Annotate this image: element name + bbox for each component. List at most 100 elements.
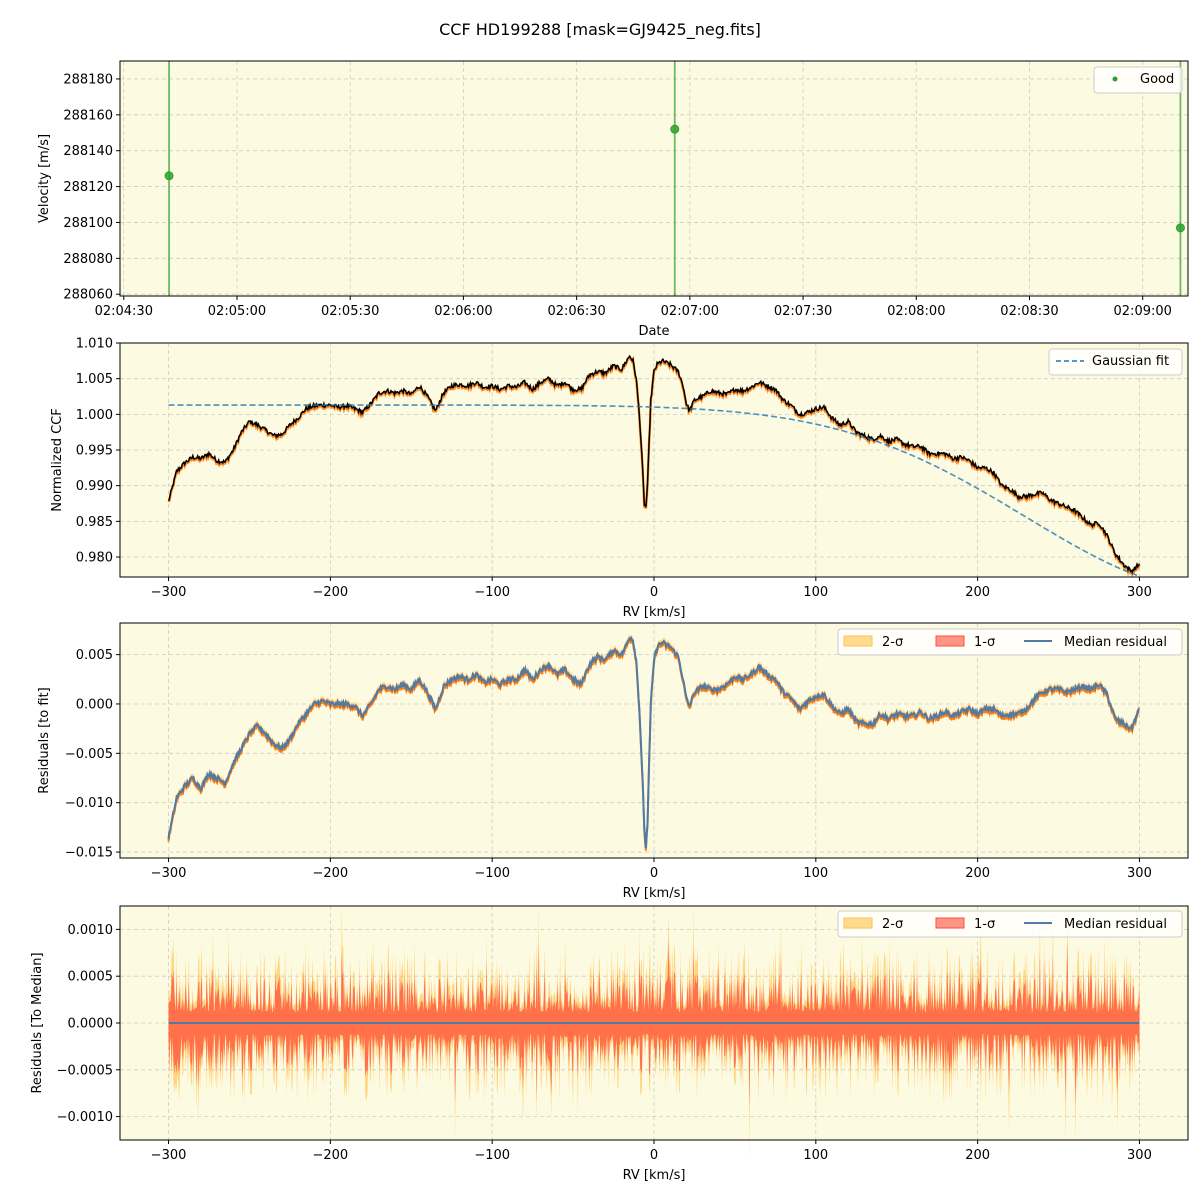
y-tick-label: 0.005 xyxy=(76,648,113,663)
x-tick-label: −300 xyxy=(151,585,187,600)
ccf-x-axis-label: RV [km/s] xyxy=(623,605,686,620)
y-tick-label: −0.010 xyxy=(65,796,113,811)
y-tick-label: 1.010 xyxy=(76,337,113,352)
y-tick-label: 1.005 xyxy=(76,372,113,387)
y-tick-label: 0.000 xyxy=(76,697,113,712)
x-tick-label: 02:07:00 xyxy=(661,304,719,319)
ccf-line xyxy=(167,354,1141,576)
ccf-ticks: −300 −200 −100 0 100 200 300 0.980 0.985 0.990 0.9… xyxy=(76,337,1152,601)
y-tick-label: 0.0010 xyxy=(68,923,114,938)
velocity-x-axis-label: Date xyxy=(638,324,669,339)
ccf-marks xyxy=(167,354,1141,578)
x-tick-label: 02:07:30 xyxy=(774,304,832,319)
y-tick-label: 0.0005 xyxy=(68,970,114,985)
x-tick-label: 02:06:00 xyxy=(434,304,492,319)
velocity-point xyxy=(670,124,680,134)
y-tick-label: 0.980 xyxy=(76,551,113,566)
x-tick-label: 02:05:30 xyxy=(321,304,379,319)
ccf-y-axis-label: Normalized CCF xyxy=(50,408,65,512)
residual-median-legend-box xyxy=(837,910,1183,938)
legend-1sigma-swatch xyxy=(935,917,965,929)
x-tick-label: 100 xyxy=(803,585,828,600)
x-tick-label: −300 xyxy=(151,1148,187,1163)
gaussian-fit-line xyxy=(168,404,1140,577)
legend-1sigma-label: 1-σ xyxy=(974,917,995,932)
x-tick-label: 300 xyxy=(1127,866,1152,881)
legend-good-marker xyxy=(1112,76,1118,82)
y-tick-label: 0.0000 xyxy=(68,1017,114,1032)
x-tick-label: −300 xyxy=(151,866,187,881)
velocity-point xyxy=(1175,223,1185,233)
velocity-point xyxy=(164,171,174,181)
y-tick-label: −0.005 xyxy=(65,747,113,762)
x-tick-label: 02:09:00 xyxy=(1114,304,1172,319)
ccf-legend-box xyxy=(1048,348,1183,376)
velocity-legend-box xyxy=(1093,66,1183,94)
x-tick-label: 200 xyxy=(965,866,990,881)
x-tick-label: −100 xyxy=(474,866,510,881)
velocity-y-axis-label: Velocity [m/s] xyxy=(37,134,52,223)
velocity-grid xyxy=(120,61,1188,296)
ccf-legend: Gaussian fit xyxy=(1048,348,1183,376)
y-tick-label: 0.995 xyxy=(76,444,113,459)
figure-title: CCF HD199288 [mask=GJ9425_neg.fits] xyxy=(439,20,761,39)
median-residual-line xyxy=(167,635,1140,849)
x-tick-label: 02:08:30 xyxy=(1000,304,1058,319)
x-tick-label: 02:08:00 xyxy=(887,304,945,319)
velocity-marks xyxy=(164,61,1185,296)
y-tick-label: 288180 xyxy=(63,72,113,87)
residual-fit-ticks: −300 −200 −100 0 100 200 300 −0.015 −0.010 −0.005… xyxy=(65,648,1152,881)
y-tick-label: 288120 xyxy=(63,180,113,195)
x-tick-label: 0 xyxy=(650,866,658,881)
velocity-axes-frame xyxy=(119,60,1189,297)
y-tick-label: 288100 xyxy=(63,216,113,231)
y-tick-label: −0.015 xyxy=(65,846,113,861)
legend-2sigma-swatch xyxy=(843,635,873,647)
x-tick-label: 200 xyxy=(965,585,990,600)
residual-fit-panel: −300 −200 −100 0 100 200 300 −0.015 −0.010 −0.005… xyxy=(37,622,1189,901)
residual-fit-y-axis-label: Residuals [to fit] xyxy=(37,687,52,793)
x-tick-label: −200 xyxy=(313,585,349,600)
residual-median-ticks: −300 −200 −100 0 100 200 300 −0.0010 −0.0005 0.00… xyxy=(57,923,1152,1163)
residual-median-marks xyxy=(168,901,1140,1159)
y-tick-label: 0.985 xyxy=(76,515,113,530)
x-tick-label: 300 xyxy=(1127,585,1152,600)
x-tick-label: 02:05:00 xyxy=(208,304,266,319)
residual-fit-marks xyxy=(167,634,1140,853)
legend-good-label: Good xyxy=(1140,72,1174,87)
y-tick-label: 288140 xyxy=(63,144,113,159)
velocity-legend: Good xyxy=(1093,66,1183,94)
residual-fit-legend-box xyxy=(837,628,1183,656)
velocity-ticks: 02:04:30 02:05:00 02:05:30 02:06:00 02:06:30… xyxy=(63,72,1172,319)
x-tick-label: 02:04:30 xyxy=(95,304,153,319)
x-tick-label: 300 xyxy=(1127,1148,1152,1163)
y-tick-label: −0.0010 xyxy=(57,1110,113,1125)
residual-median-x-axis-label: RV [km/s] xyxy=(623,1168,686,1183)
x-tick-label: 0 xyxy=(650,585,658,600)
ccf-panel: −300 −200 −100 0 100 200 300 0.980 0.985 0.990 0.9… xyxy=(50,337,1189,620)
residual-median-y-axis-label: Residuals [To Median] xyxy=(30,952,45,1093)
x-tick-label: 200 xyxy=(965,1148,990,1163)
y-tick-label: −0.0005 xyxy=(57,1063,113,1078)
x-tick-label: −100 xyxy=(474,1148,510,1163)
y-tick-label: 1.000 xyxy=(76,408,113,423)
residual-fit-x-axis-label: RV [km/s] xyxy=(623,886,686,901)
y-tick-label: 288160 xyxy=(63,108,113,123)
x-tick-label: 0 xyxy=(650,1148,658,1163)
velocity-panel: 02:04:30 02:05:00 02:05:30 02:06:00 02:06:30… xyxy=(37,60,1189,339)
x-tick-label: 100 xyxy=(803,1148,828,1163)
legend-2sigma-swatch xyxy=(843,917,873,929)
x-tick-label: −200 xyxy=(313,1148,349,1163)
x-tick-label: 100 xyxy=(803,866,828,881)
residual-median-panel: −300 −200 −100 0 100 200 300 −0.0010 −0.0005 0.00… xyxy=(30,901,1189,1183)
legend-1sigma-label: 1-σ xyxy=(974,635,995,650)
legend-2sigma-label: 2-σ xyxy=(882,917,903,932)
legend-median-residual-label: Median residual xyxy=(1064,917,1167,932)
legend-1sigma-swatch xyxy=(935,635,965,647)
legend-2sigma-label: 2-σ xyxy=(882,635,903,650)
legend-gaussian-fit-label: Gaussian fit xyxy=(1092,354,1169,369)
x-tick-label: −100 xyxy=(474,585,510,600)
residual-median-legend: 2-σ 1-σ Median residual xyxy=(837,910,1183,938)
